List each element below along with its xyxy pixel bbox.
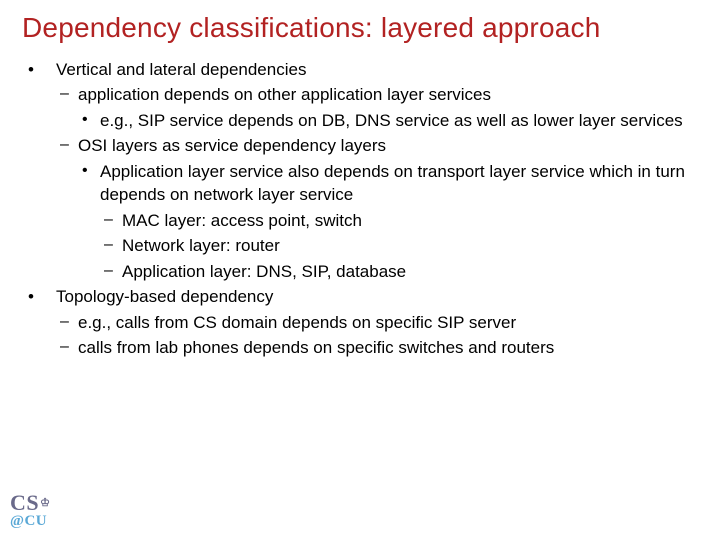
bullet-l1: Topology-based dependency e.g., calls fr…	[22, 285, 698, 359]
sublist: e.g., calls from CS domain depends on sp…	[56, 311, 698, 360]
slide: Dependency classifications: layered appr…	[0, 0, 720, 540]
bullet-l2: OSI layers as service dependency layers …	[56, 134, 698, 283]
logo-cs-line: CS♔	[10, 493, 51, 514]
bullet-l4: MAC layer: access point, switch	[100, 209, 698, 232]
bullet-text: Network layer: router	[122, 236, 280, 255]
bullet-l3: Application layer service also depends o…	[78, 160, 698, 283]
sublist: MAC layer: access point, switch Network …	[100, 209, 698, 283]
bullet-text: Topology-based dependency	[56, 287, 273, 306]
bullet-l2: e.g., calls from CS domain depends on sp…	[56, 311, 698, 334]
logo-cs-text: CS	[10, 490, 39, 515]
bullet-l4: Application layer: DNS, SIP, database	[100, 260, 698, 283]
bullet-list: Vertical and lateral dependencies applic…	[22, 58, 698, 359]
bullet-l2: application depends on other application…	[56, 83, 698, 132]
sublist: e.g., SIP service depends on DB, DNS ser…	[78, 109, 698, 132]
bullet-l4: Network layer: router	[100, 234, 698, 257]
footer-logo: CS♔ @CU	[10, 493, 51, 528]
bullet-l3: e.g., SIP service depends on DB, DNS ser…	[78, 109, 698, 132]
bullet-text: OSI layers as service dependency layers	[78, 136, 386, 155]
crown-icon: ♔	[40, 497, 50, 509]
bullet-l1: Vertical and lateral dependencies applic…	[22, 58, 698, 283]
bullet-text: Application layer service also depends o…	[100, 162, 685, 204]
slide-title: Dependency classifications: layered appr…	[22, 12, 698, 44]
bullet-text: Vertical and lateral dependencies	[56, 60, 306, 79]
sublist: application depends on other application…	[56, 83, 698, 283]
bullet-text: e.g., calls from CS domain depends on sp…	[78, 313, 516, 332]
bullet-text: calls from lab phones depends on specifi…	[78, 338, 554, 357]
logo-cu-text: @CU	[10, 514, 51, 528]
bullet-l2: calls from lab phones depends on specifi…	[56, 336, 698, 359]
bullet-text: Application layer: DNS, SIP, database	[122, 262, 406, 281]
bullet-text: application depends on other application…	[78, 85, 491, 104]
sublist: Application layer service also depends o…	[78, 160, 698, 283]
bullet-text: e.g., SIP service depends on DB, DNS ser…	[100, 111, 683, 130]
bullet-text: MAC layer: access point, switch	[122, 211, 362, 230]
